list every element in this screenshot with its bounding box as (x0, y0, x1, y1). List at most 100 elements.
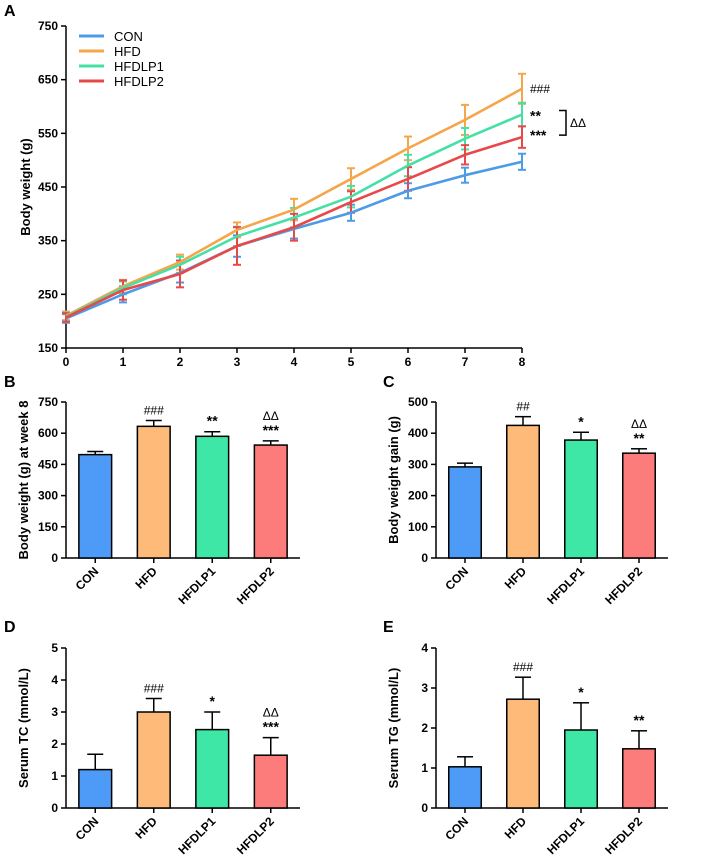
panel-label-b: B (4, 374, 16, 391)
annotation-bracket: ΔΔ (570, 116, 586, 130)
annotation-hfd: ## (516, 400, 530, 414)
y-tick-label: 150 (38, 341, 58, 355)
annotation-hfdlp2: ** (634, 430, 645, 446)
bar-hfdlp1 (195, 435, 230, 559)
annotation-hfdlp2: ΔΔ (263, 409, 279, 423)
y-tick-label: 500 (408, 395, 428, 409)
x-tick-label: 7 (462, 355, 469, 369)
panel-label-c: C (383, 374, 395, 391)
y-tick-label: 550 (38, 126, 58, 140)
legend-label-con: CON (114, 29, 143, 44)
category-label-hfdlp2: HFDLP2 (602, 564, 645, 607)
x-tick-label: 0 (63, 355, 70, 369)
category-label-hfdlp2: HFDLP2 (234, 564, 277, 607)
x-tick-label: 6 (405, 355, 412, 369)
y-tick-label: 250 (38, 287, 58, 301)
y-tick-label: 3 (51, 705, 58, 719)
bar-con (448, 766, 482, 809)
bar-hfdlp2 (253, 754, 288, 809)
bar-hfd (506, 698, 540, 809)
legend-label-hfd: HFD (114, 44, 141, 59)
series-line-hfd (65, 87, 523, 317)
y-tick-label: 0 (421, 551, 428, 565)
annotation-hfdlp1: ** (207, 413, 218, 429)
panel-label-a: A (4, 3, 16, 20)
y-tick-label: 4 (421, 641, 428, 655)
bar-con (448, 466, 482, 559)
y-tick-label: 4 (51, 673, 58, 687)
y-tick-label: 150 (38, 520, 58, 534)
y-tick-label: 0 (51, 551, 58, 565)
category-label-hfd: HFD (133, 564, 161, 592)
x-tick-label: 3 (234, 355, 241, 369)
bar-hfdlp1 (195, 728, 230, 809)
annotation-hfdlp1: * (578, 413, 584, 429)
y-tick-label: 1 (421, 761, 428, 775)
category-label-hfd: HFD (502, 564, 530, 592)
y-tick-label: 0 (51, 801, 58, 815)
category-label-con: CON (73, 564, 102, 593)
y-tick-label: 350 (38, 234, 58, 248)
annotation-hfdlp2: ** (634, 712, 645, 728)
y-axis-label-e: Serum TG (mmol/L) (386, 668, 401, 789)
bar-hfdlp1 (564, 729, 598, 809)
category-label-con: CON (442, 564, 471, 593)
bar-con (78, 453, 113, 559)
panel-label-e: E (383, 619, 394, 636)
legend-label-hfdlp2: HFDLP2 (114, 74, 164, 89)
category-label-hfd: HFD (133, 814, 161, 842)
annotation-hfdlp2: *** (263, 719, 280, 735)
annotation-lp1: ** (530, 108, 541, 124)
y-axis-label-a: Body weight (g) (18, 138, 33, 236)
category-label-hfdlp2: HFDLP2 (234, 814, 277, 857)
category-label-con: CON (73, 814, 102, 843)
y-tick-label: 0 (421, 801, 428, 815)
annotation-lp2: *** (530, 127, 547, 143)
category-label-hfdlp1: HFDLP1 (544, 564, 587, 607)
x-tick-label: 4 (291, 355, 298, 369)
series-line-hfdlp2 (65, 135, 523, 319)
category-label-hfd: HFD (502, 814, 530, 842)
y-tick-label: 1 (51, 769, 58, 783)
annotation-hfdlp2: ΔΔ (263, 706, 279, 720)
y-tick-label: 2 (51, 737, 58, 751)
x-tick-label: 5 (348, 355, 355, 369)
y-tick-label: 400 (408, 426, 428, 440)
y-tick-label: 600 (38, 426, 58, 440)
bar-hfdlp2 (253, 444, 288, 559)
annotation-hfd: ### (144, 404, 164, 418)
bar-hfdlp1 (564, 439, 598, 559)
series-line-hfdlp1 (65, 113, 523, 319)
category-label-hfdlp1: HFDLP1 (175, 564, 218, 607)
y-tick-label: 450 (38, 180, 58, 194)
bar-con (78, 768, 113, 809)
y-tick-label: 100 (408, 520, 428, 534)
annotation-hfdlp1: * (578, 684, 584, 700)
y-tick-label: 2 (421, 721, 428, 735)
significance-bracket (559, 109, 567, 136)
series-line-con (65, 160, 523, 320)
y-axis-label-d: Serum TC (mmol/L) (16, 668, 31, 788)
legend-label-hfdlp1: HFDLP1 (114, 59, 164, 74)
category-label-hfdlp2: HFDLP2 (602, 814, 645, 857)
annotation-hfdlp2: ΔΔ (631, 417, 647, 431)
bar-hfd (136, 711, 171, 809)
category-label-hfdlp1: HFDLP1 (544, 814, 587, 857)
annotation-hfd: ### (530, 82, 550, 96)
bar-hfdlp2 (622, 452, 656, 559)
x-tick-label: 2 (177, 355, 184, 369)
y-axis-label-b: Body weight (g) at week 8 (16, 401, 31, 560)
y-axis-label-c: Body weight gain (g) (386, 416, 401, 544)
category-label-con: CON (442, 814, 471, 843)
y-tick-label: 300 (38, 489, 58, 503)
x-tick-label: 1 (120, 355, 127, 369)
bar-hfd (136, 425, 171, 559)
bar-hfd (506, 424, 540, 559)
y-tick-label: 5 (51, 641, 58, 655)
y-tick-label: 750 (38, 19, 58, 33)
x-tick-label: 8 (519, 355, 526, 369)
category-label-hfdlp1: HFDLP1 (175, 814, 218, 857)
annotation-hfd: ### (144, 682, 164, 696)
y-tick-label: 750 (38, 395, 58, 409)
y-tick-label: 450 (38, 457, 58, 471)
